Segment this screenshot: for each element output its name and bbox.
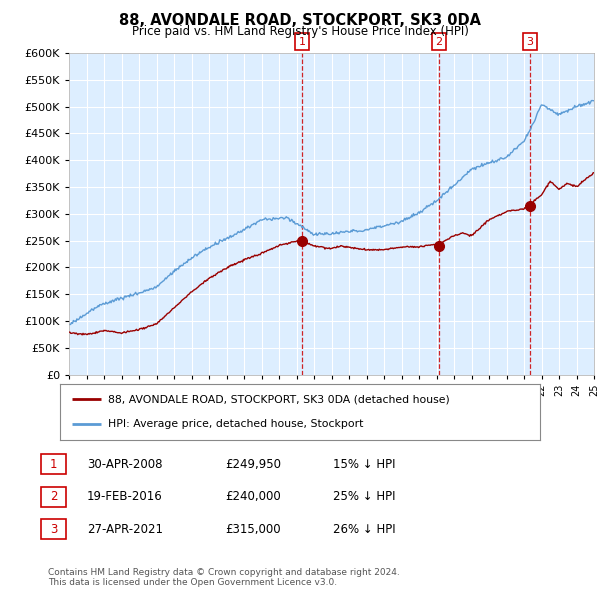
- Text: 1: 1: [50, 458, 57, 471]
- Text: 25% ↓ HPI: 25% ↓ HPI: [333, 490, 395, 503]
- Text: £240,000: £240,000: [225, 490, 281, 503]
- Text: 26% ↓ HPI: 26% ↓ HPI: [333, 523, 395, 536]
- Text: 2: 2: [50, 490, 57, 503]
- Text: 27-APR-2021: 27-APR-2021: [87, 523, 163, 536]
- Text: 3: 3: [50, 523, 57, 536]
- Text: £249,950: £249,950: [225, 458, 281, 471]
- Text: £315,000: £315,000: [225, 523, 281, 536]
- Text: 3: 3: [526, 37, 533, 47]
- Text: 88, AVONDALE ROAD, STOCKPORT, SK3 0DA (detached house): 88, AVONDALE ROAD, STOCKPORT, SK3 0DA (d…: [108, 394, 450, 404]
- Text: Contains HM Land Registry data © Crown copyright and database right 2024.
This d: Contains HM Land Registry data © Crown c…: [48, 568, 400, 587]
- Text: 2: 2: [435, 37, 442, 47]
- Text: 15% ↓ HPI: 15% ↓ HPI: [333, 458, 395, 471]
- Text: 88, AVONDALE ROAD, STOCKPORT, SK3 0DA: 88, AVONDALE ROAD, STOCKPORT, SK3 0DA: [119, 13, 481, 28]
- Text: 1: 1: [299, 37, 306, 47]
- Text: 19-FEB-2016: 19-FEB-2016: [87, 490, 163, 503]
- Text: HPI: Average price, detached house, Stockport: HPI: Average price, detached house, Stoc…: [108, 419, 364, 429]
- Text: 30-APR-2008: 30-APR-2008: [87, 458, 163, 471]
- Text: Price paid vs. HM Land Registry's House Price Index (HPI): Price paid vs. HM Land Registry's House …: [131, 25, 469, 38]
